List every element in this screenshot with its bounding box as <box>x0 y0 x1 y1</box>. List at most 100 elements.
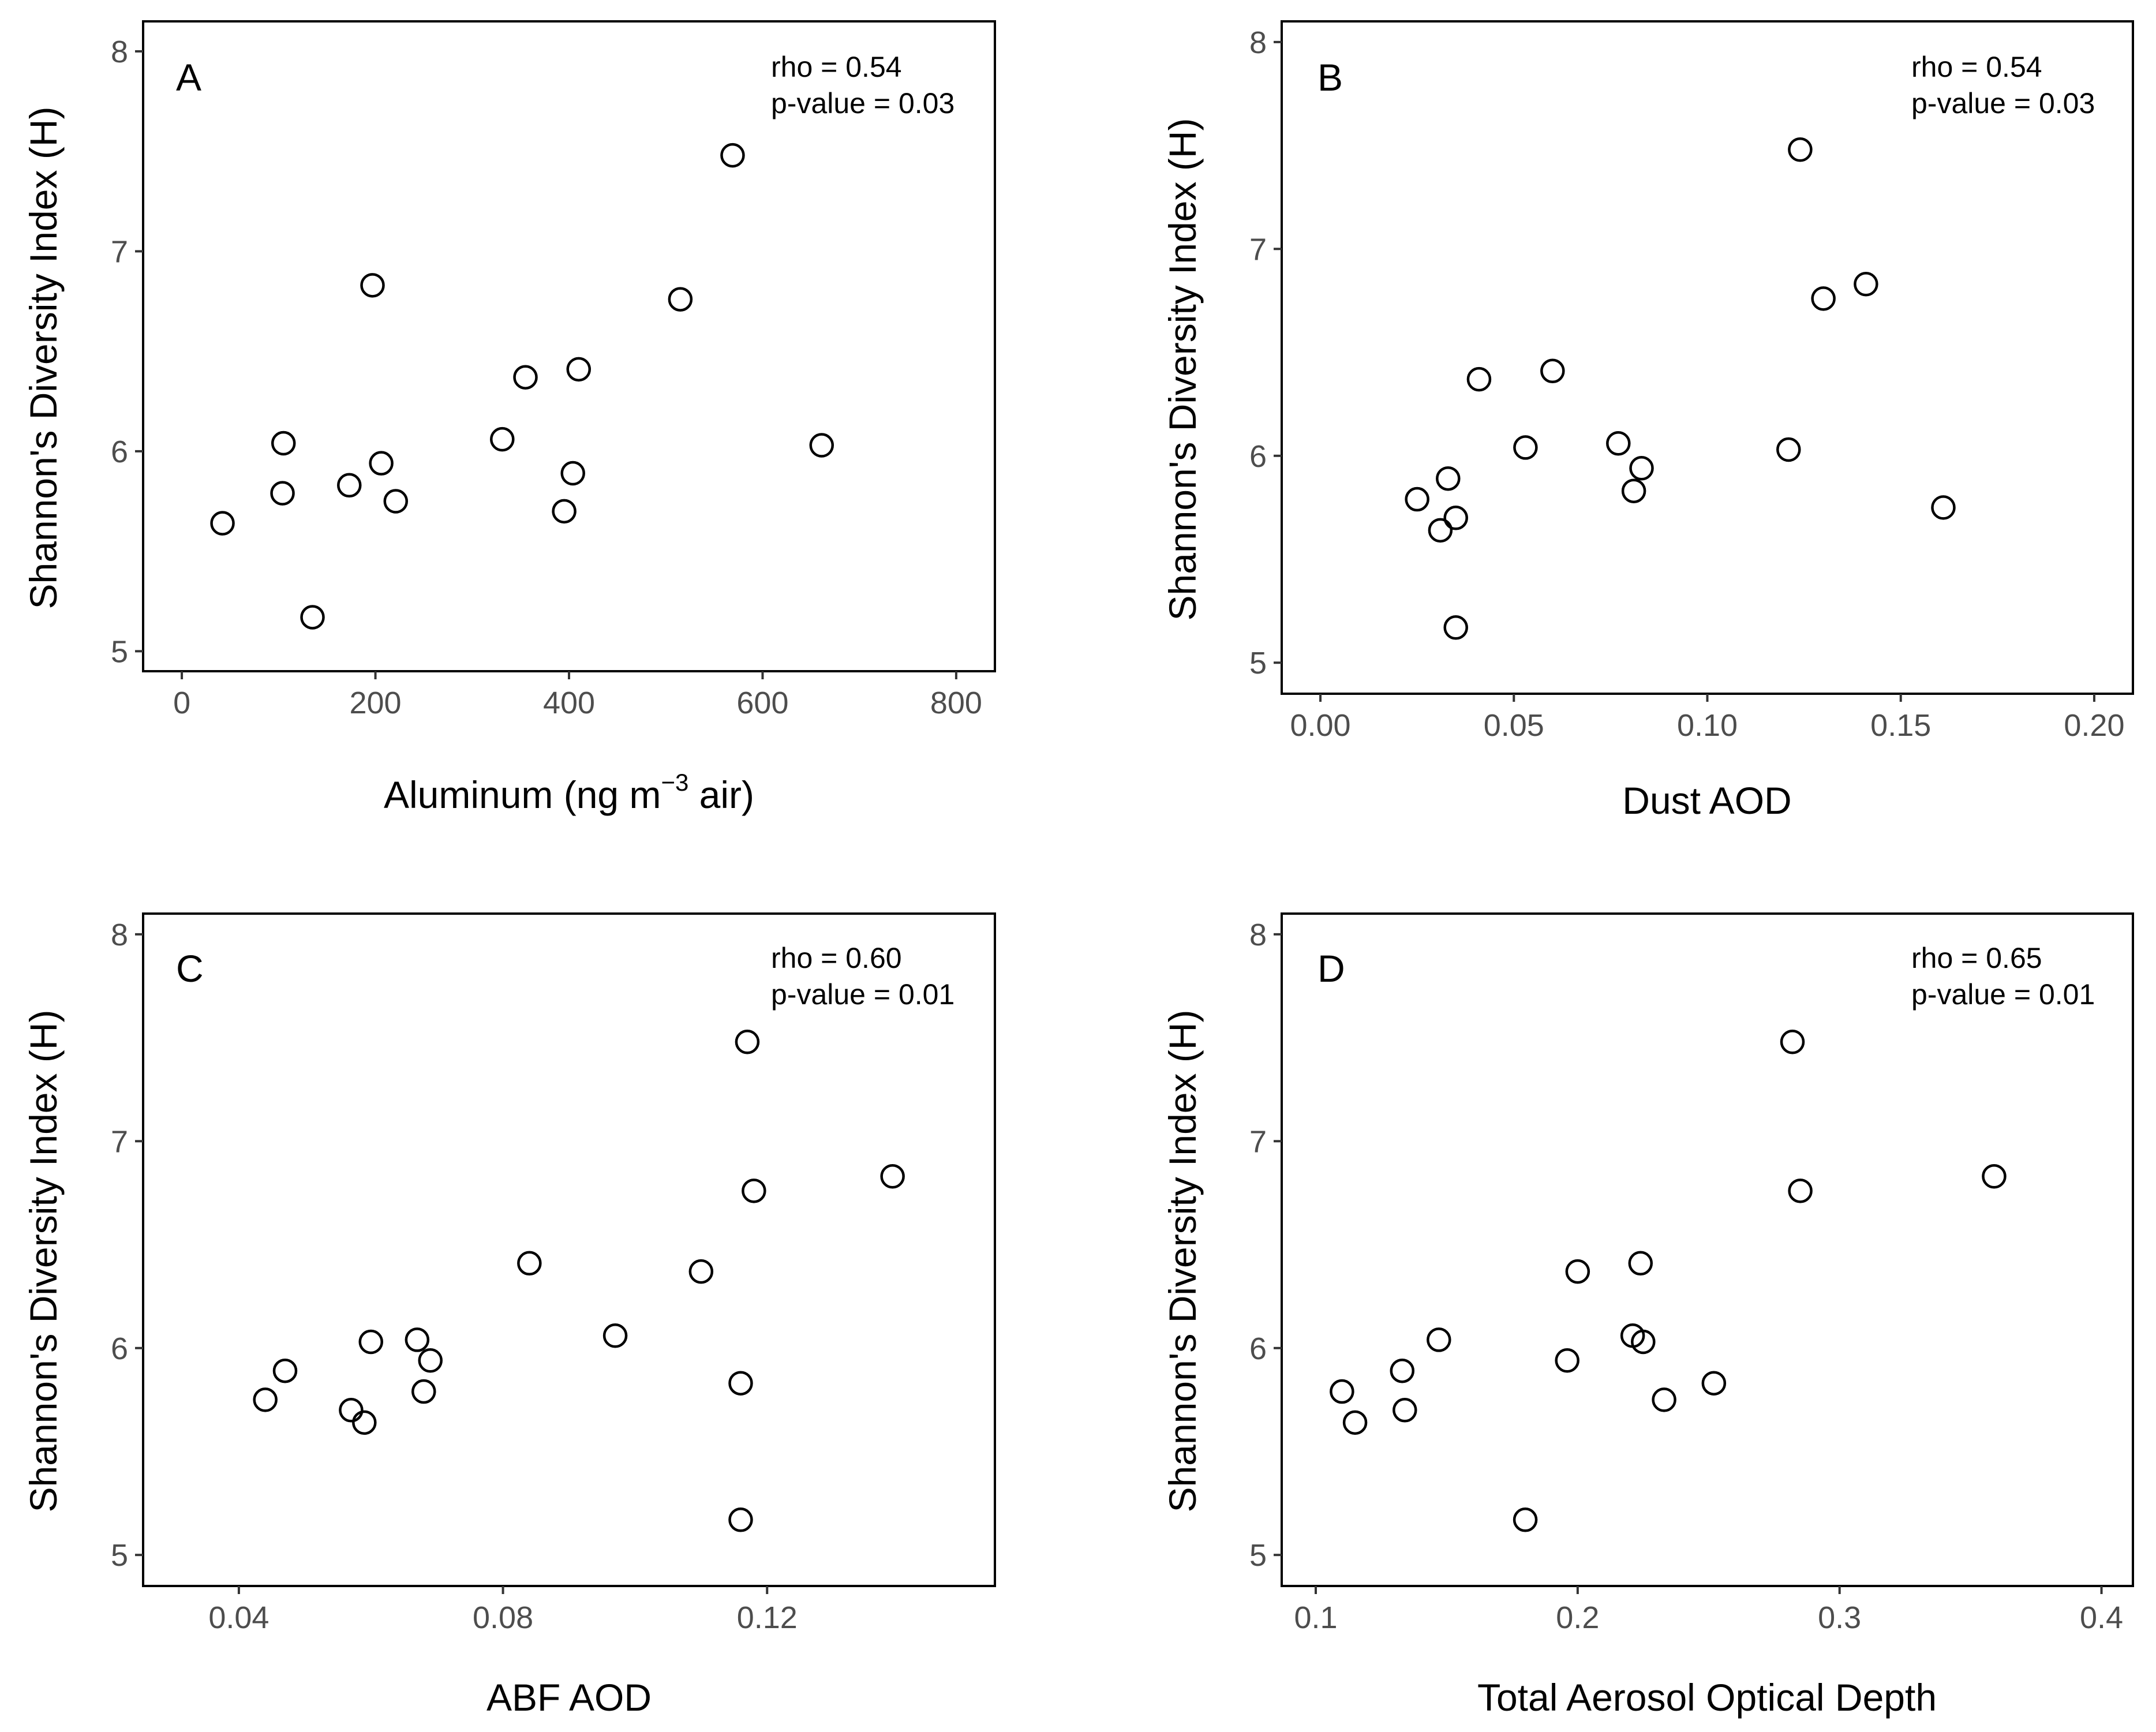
panel-d-data-point <box>1427 1327 1451 1352</box>
panel-b-data-point <box>1466 366 1492 392</box>
panel-c-y-axis-title: Shannon's Diversity Index (H) <box>22 1010 65 1513</box>
panel-b-data-point <box>1811 286 1836 311</box>
panel-a-y-axis-title: Shannon's Diversity Index (H) <box>22 107 65 609</box>
panel-a-data-point <box>270 481 295 506</box>
panel-c-data-point <box>352 1410 377 1435</box>
panel-d-data-point <box>1788 1179 1813 1203</box>
panel-c-ticks: 0.04 0.08 0.12 5 6 7 8 <box>111 918 798 1635</box>
panel-a-rho: rho = 0.54 <box>771 51 902 83</box>
panel-d-pvalue: p-value = 0.01 <box>1911 978 2095 1011</box>
panel-b-data-point <box>1540 358 1565 384</box>
panel-d-y-tick-label: 8 <box>1249 918 1267 952</box>
panel-a-y-tick-label: 8 <box>111 35 128 69</box>
panel-c-y-tick-label: 6 <box>111 1331 128 1366</box>
panel-d-data-point <box>1513 1507 1538 1532</box>
panel-d-data-point <box>1342 1410 1368 1435</box>
panel-a-data-point <box>490 427 515 452</box>
panel-d-letter: D <box>1317 947 1345 990</box>
panel-a-data-point <box>513 365 538 390</box>
panel-c-frame <box>142 912 996 1587</box>
panel-b-x-tick-label: 0.05 <box>1484 708 1544 743</box>
panel-a-data-point <box>668 287 693 312</box>
panel-c-data-point <box>405 1327 430 1352</box>
panel-a-data-point <box>369 451 394 476</box>
panel-b-y-tick-label: 7 <box>1249 232 1267 267</box>
panel-a-data-point <box>560 461 585 486</box>
panel-b-y-axis-title: Shannon's Diversity Index (H) <box>1161 118 1204 621</box>
panel-a-data-point <box>552 499 577 524</box>
panel-d-x-tick-label: 0.2 <box>1556 1600 1599 1635</box>
panel-a-xlabel-main: Aluminum (ng m <box>384 773 661 816</box>
panel-a: 0 200 400 600 800 5 6 7 8 A rho = 0.54 p-value =… <box>22 20 996 816</box>
panel-c-data-point <box>418 1348 443 1373</box>
panel-a-letter: A <box>176 56 201 99</box>
panel-b-data-point <box>1513 435 1538 460</box>
panel-c-data-point <box>880 1164 905 1189</box>
panel-d-x-tick-label: 0.4 <box>2080 1600 2123 1635</box>
panel-b-letter: B <box>1317 56 1343 99</box>
panel-d-x-axis-title: Total Aerosol Optical Depth <box>1477 1676 1937 1719</box>
panel-c: 0.04 0.08 0.12 5 6 7 8 C rho = 0.60 p-value = … <box>22 912 996 1719</box>
panel-d-data-point <box>1393 1398 1417 1423</box>
panel-a-y-tick-label: 6 <box>111 435 128 469</box>
panel-c-x-tick-label: 0.12 <box>737 1600 798 1635</box>
panel-d-data-point <box>1780 1029 1805 1054</box>
panel-a-pvalue: p-value = 0.03 <box>771 87 955 119</box>
panel-b-data-point <box>1606 431 1631 456</box>
panel-b-y-tick-label: 8 <box>1249 25 1267 60</box>
panel-c-pvalue: p-value = 0.01 <box>771 978 955 1011</box>
panel-b-y-tick-label: 5 <box>1249 646 1267 680</box>
panel-a-data-point <box>566 357 592 382</box>
panel-b-x-tick-label: 0.10 <box>1677 708 1738 743</box>
panel-b-data-point <box>1854 271 1878 297</box>
panel-d-y-tick-label: 6 <box>1249 1331 1267 1366</box>
panel-c-y-tick-label: 7 <box>111 1124 128 1159</box>
panel-b-data-point <box>1621 478 1646 503</box>
panel-c-data-point <box>253 1387 278 1412</box>
panel-d-ticks: 0.1 0.2 0.3 0.4 5 6 7 8 <box>1249 918 2123 1635</box>
panel-b-data-point <box>1629 456 1654 481</box>
panel-b-pvalue: p-value = 0.03 <box>1911 87 2095 119</box>
panel-b-rho: rho = 0.54 <box>1911 51 2042 83</box>
panel-d-data-point <box>1982 1164 2007 1189</box>
panel-a-x-tick-label: 600 <box>736 686 788 720</box>
panel-c-data-point <box>688 1259 714 1284</box>
panel-d-y-tick-label: 7 <box>1249 1124 1267 1159</box>
panel-b-data-point <box>1776 437 1801 462</box>
panel-a-x-tick-label: 800 <box>930 686 982 720</box>
panel-a-data-point <box>210 511 235 536</box>
panel-c-data-point <box>358 1329 383 1355</box>
panel-b-y-tick-label: 6 <box>1249 439 1267 474</box>
panel-d-data-point <box>1330 1379 1354 1404</box>
panel-a-xlabel-superscript: −3 <box>661 769 688 796</box>
panel-b: 0.00 0.05 0.10 0.15 0.20 5 6 7 8 B rho = 0.54 p-… <box>1161 20 2134 822</box>
panel-b-data-point <box>1788 137 1813 162</box>
panel-b-data-point <box>1443 506 1468 530</box>
panel-a-data-point <box>337 473 362 498</box>
panel-b-data-point <box>1405 487 1429 512</box>
panel-b-data-point <box>1931 495 1956 520</box>
panel-b-data-point <box>1428 518 1453 543</box>
panel-c-x-tick-label: 0.04 <box>208 1600 269 1635</box>
panel-a-x-tick-label: 0 <box>173 686 190 720</box>
panel-d-data-point <box>1628 1251 1653 1276</box>
panel-c-data-point <box>411 1379 436 1404</box>
panel-c-x-axis-title: ABF AOD <box>486 1676 652 1719</box>
panel-b-x-tick-label: 0.15 <box>1870 708 1931 743</box>
panel-d-data-point <box>1701 1371 1727 1396</box>
panel-a-ticks: 0 200 400 600 800 5 6 7 8 <box>111 35 982 720</box>
panel-a-x-axis-title: Aluminum (ng m−3 air) <box>384 769 754 816</box>
panel-c-data-point <box>517 1251 542 1276</box>
panel-c-data-point <box>272 1358 298 1383</box>
panel-d: 0.1 0.2 0.3 0.4 5 6 7 8 D rho = 0.65 p-value = … <box>1161 912 2134 1719</box>
panel-a-data-point <box>809 433 834 458</box>
panel-d-rho: rho = 0.65 <box>1911 942 2042 974</box>
panel-d-data-point <box>1390 1358 1415 1383</box>
panel-a-data-point <box>271 431 296 456</box>
panel-a-data-point <box>360 273 385 298</box>
panel-b-data-point <box>1443 615 1468 640</box>
panel-c-rho: rho = 0.60 <box>771 942 902 974</box>
panel-c-data-point <box>728 1507 753 1532</box>
panel-a-xlabel-suffix: air) <box>688 773 754 816</box>
